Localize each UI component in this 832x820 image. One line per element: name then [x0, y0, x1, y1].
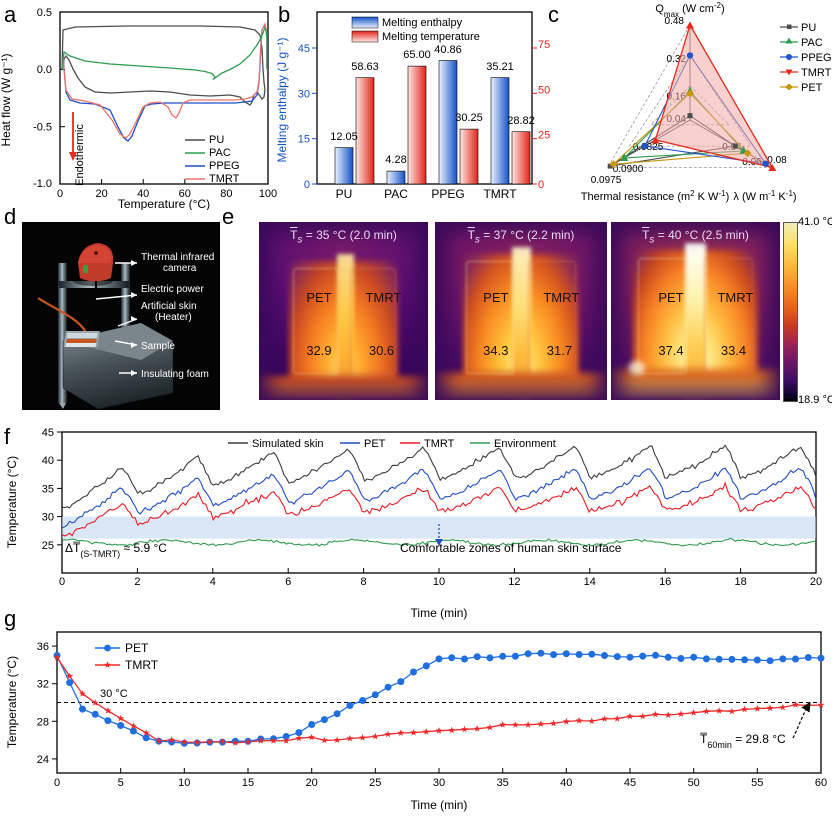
svg-text:Simulated skin: Simulated skin	[252, 438, 324, 450]
svg-text:0: 0	[59, 576, 65, 588]
svg-text:45: 45	[624, 777, 636, 789]
svg-text:PET: PET	[364, 438, 386, 450]
svg-text:PET: PET	[125, 641, 149, 655]
svg-text:5: 5	[118, 777, 124, 789]
svg-text:35: 35	[497, 777, 509, 789]
svg-text:24: 24	[37, 754, 49, 766]
svg-text:15: 15	[242, 777, 254, 789]
svg-text:2: 2	[134, 576, 140, 588]
svg-text:Temperature (°C): Temperature (°C)	[5, 656, 19, 748]
svg-text:Temperature (°C): Temperature (°C)	[5, 456, 19, 548]
svg-text:36: 36	[37, 641, 49, 653]
svg-text:4: 4	[210, 576, 216, 588]
svg-text:40: 40	[560, 777, 572, 789]
svg-text:T̅60min = 29.8 °C: T̅60min = 29.8 °C	[700, 732, 786, 750]
svg-text:18: 18	[734, 576, 746, 588]
svg-text:12: 12	[508, 576, 520, 588]
svg-text:30: 30	[433, 777, 445, 789]
svg-text:30: 30	[42, 512, 54, 524]
svg-text:28: 28	[37, 716, 49, 728]
svg-text:10: 10	[433, 576, 445, 588]
svg-text:55: 55	[751, 777, 763, 789]
svg-text:40: 40	[42, 455, 54, 467]
svg-text:35: 35	[42, 483, 54, 495]
svg-text:Time (min): Time (min)	[411, 798, 468, 812]
svg-text:Environment: Environment	[494, 438, 556, 450]
svg-text:TMRT: TMRT	[125, 658, 159, 672]
svg-text:10: 10	[178, 777, 190, 789]
svg-text:20: 20	[306, 777, 318, 789]
svg-text:0: 0	[54, 777, 60, 789]
svg-text:TMRT: TMRT	[424, 438, 455, 450]
svg-text:50: 50	[688, 777, 700, 789]
svg-text:60: 60	[815, 777, 827, 789]
svg-text:Comfortable zones of human ski: Comfortable zones of human skin surface	[400, 541, 622, 555]
svg-text:ΔT̅(S-TMRT) ≈ 5.9 °C: ΔT̅(S-TMRT) ≈ 5.9 °C	[65, 541, 167, 559]
svg-text:25: 25	[42, 540, 54, 552]
svg-text:6: 6	[285, 576, 291, 588]
svg-text:30 °C: 30 °C	[100, 688, 128, 700]
svg-text:16: 16	[659, 576, 671, 588]
svg-text:14: 14	[584, 576, 596, 588]
svg-text:25: 25	[369, 777, 381, 789]
svg-text:45: 45	[42, 427, 54, 439]
svg-text:32: 32	[37, 679, 49, 691]
svg-text:8: 8	[361, 576, 367, 588]
svg-text:20: 20	[810, 576, 822, 588]
